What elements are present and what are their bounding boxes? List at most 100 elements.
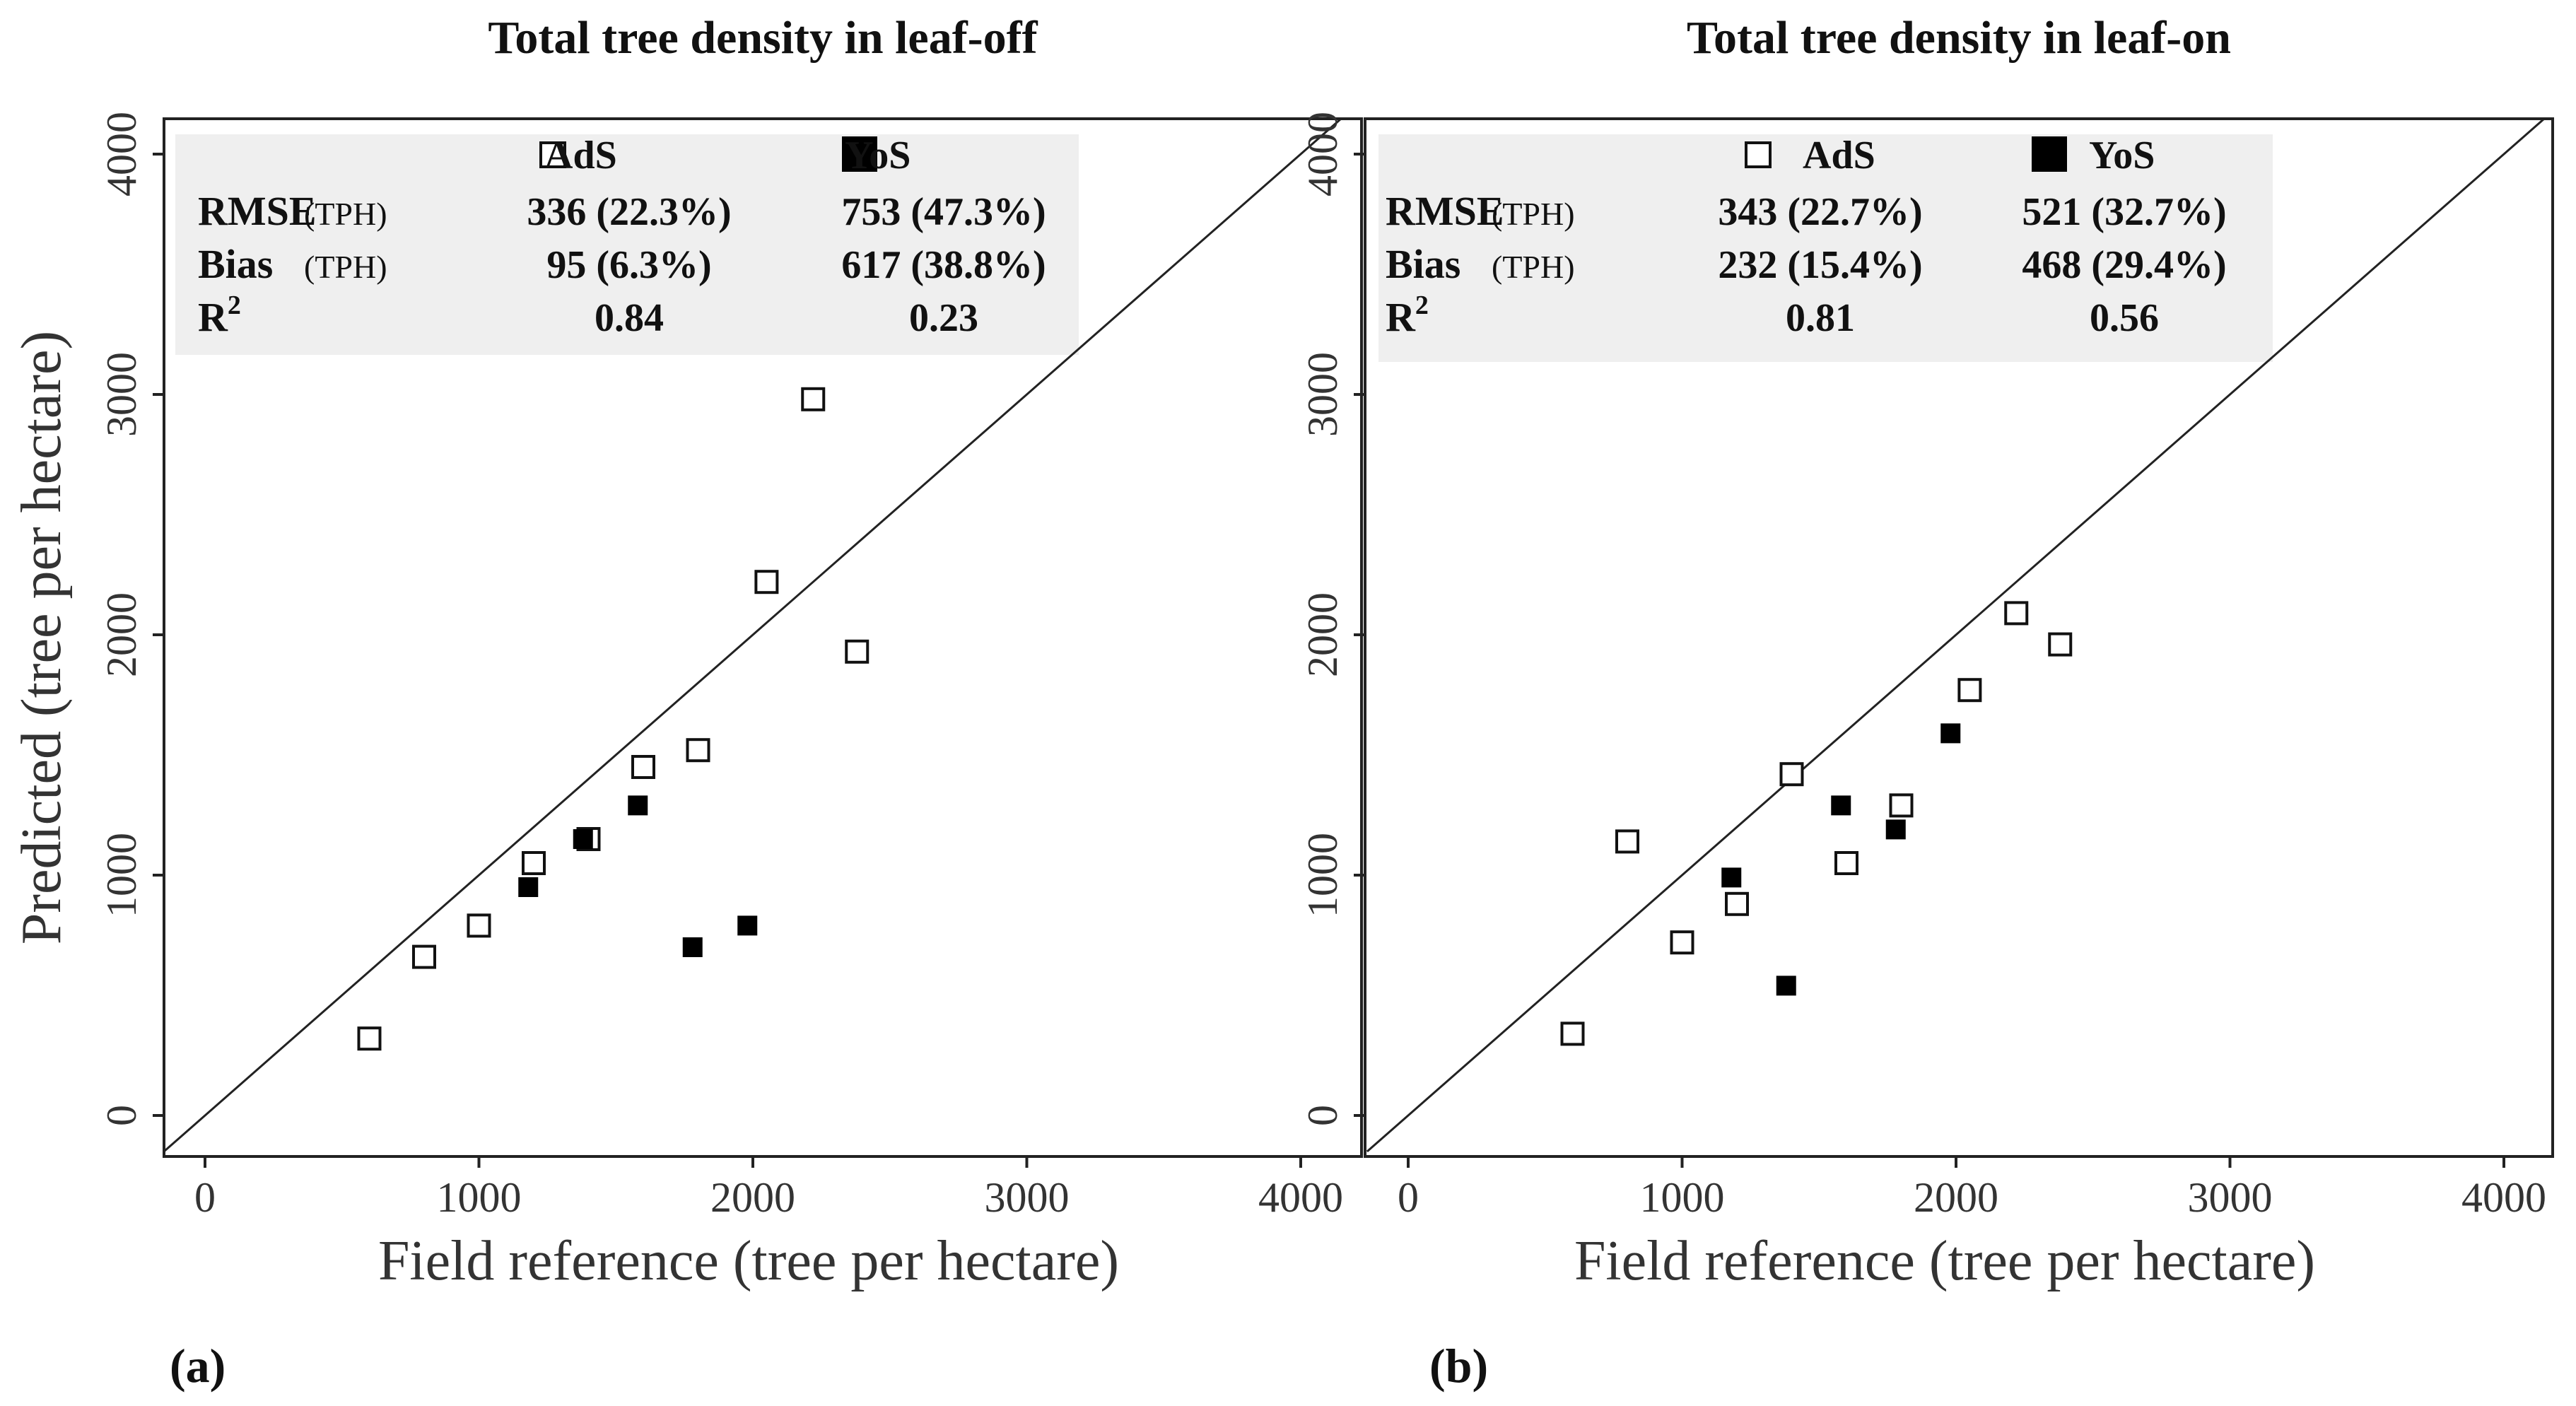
yos-data-point [628, 795, 648, 816]
stat-ads-value: 343 (22.7%) [1718, 190, 1922, 234]
x-tick-label: 1000 [1640, 1174, 1725, 1221]
stat-yos-value: 0.56 [2090, 296, 2159, 340]
legend-yos-marker [2032, 136, 2067, 172]
reference-line-1-1 [1366, 119, 2546, 1153]
ads-data-point [1889, 793, 1914, 818]
panel-label: (b) [1429, 1339, 1488, 1393]
y-tick-label: 0 [1299, 1105, 1346, 1126]
x-axis-label: Field reference (tree per hectare) [378, 1230, 1119, 1292]
stat-label-text: Bias [1386, 241, 1460, 287]
stat-label-text: RMSE [198, 188, 317, 234]
stat-row-unit: (TPH) [304, 249, 387, 285]
x-tick-label: 0 [194, 1174, 216, 1221]
stat-ads-value: 95 (6.3%) [546, 243, 711, 287]
y-axis-label: Predicted (tree per hectare) [11, 331, 73, 944]
x-tick-label: 2000 [1914, 1174, 1998, 1221]
yos-data-point [682, 937, 703, 957]
chart-title: Total tree density in leaf-off [488, 12, 1038, 64]
stat-row-label: RMSE [198, 188, 317, 234]
stat-label-superscript: 2 [228, 291, 241, 320]
yos-data-point [1831, 795, 1851, 816]
stats-box [1378, 134, 2273, 362]
yos-data-point [1721, 867, 1742, 888]
y-tick-label: 1000 [98, 833, 145, 918]
ads-data-point [1834, 851, 1858, 875]
yos-data-point [1776, 976, 1796, 996]
ads-data-point [631, 755, 655, 779]
stat-label-text: Bias [198, 241, 273, 287]
ads-data-point [845, 639, 870, 664]
ads-data-point [1957, 678, 1982, 703]
stat-label-superscript: 2 [1415, 291, 1429, 320]
stat-yos-value: 468 (29.4%) [2022, 243, 2226, 287]
yos-data-point [1940, 723, 1961, 744]
yos-data-point [518, 877, 539, 897]
legend-yos-marker [842, 136, 877, 172]
ads-data-point [522, 851, 546, 875]
panel-b: Total tree density in leaf-on 0 1000 2000 30… [1299, 12, 2554, 1393]
ads-data-point [1560, 1021, 1585, 1046]
x-tick-label: 3000 [985, 1174, 1070, 1221]
stat-ads-value: 0.84 [595, 296, 664, 340]
stat-ads-value: 232 (15.4%) [1718, 243, 1922, 287]
stat-ads-value: 0.81 [1786, 296, 1855, 340]
stat-yos-value: 617 (38.8%) [841, 243, 1046, 287]
x-tick-label: 4000 [1258, 1174, 1343, 1221]
stat-row-unit: (TPH) [1492, 196, 1575, 232]
ads-data-point [2004, 601, 2029, 626]
stat-label-text: RMSE [1386, 188, 1504, 234]
x-tick-label: 3000 [2188, 1174, 2273, 1221]
ads-data-point [754, 570, 779, 594]
ads-data-point [1615, 829, 1639, 854]
x-tick-label: 4000 [2461, 1174, 2546, 1221]
stat-yos-value: 0.23 [909, 296, 978, 340]
stat-label-text: R [1386, 294, 1416, 340]
y-tick-label: 3000 [1299, 352, 1346, 437]
stat-row-label: R2 [1386, 291, 1429, 340]
legend-ads-label: AdS [544, 134, 617, 177]
y-tick-label: 1000 [1299, 833, 1346, 918]
y-tick-label: 4000 [1299, 112, 1346, 197]
yos-data-point [737, 915, 758, 936]
y-tick-label: 0 [98, 1105, 145, 1126]
ads-data-point [1779, 762, 1804, 787]
stat-yos-value: 753 (47.3%) [841, 190, 1046, 234]
x-axis-label: Field reference (tree per hectare) [1574, 1230, 2315, 1292]
legend-ads-label: AdS [1803, 134, 1875, 177]
ads-data-point [467, 913, 491, 938]
stat-row-label: RMSE [1386, 188, 1504, 234]
legend-ads-marker [1745, 141, 1772, 168]
yos-data-point [1885, 819, 1906, 840]
ads-data-point [1725, 891, 1749, 916]
y-tick-label: 4000 [98, 112, 145, 197]
panel-a: Total tree density in leaf-off 0 1000 2000 3… [11, 12, 1363, 1393]
y-tick-label: 3000 [98, 352, 145, 437]
stat-row-unit: (TPH) [304, 196, 387, 232]
y-tick-label: 2000 [98, 592, 145, 677]
ads-data-point [357, 1026, 382, 1051]
plot-frame [1364, 117, 2554, 1158]
x-tick-label: 1000 [437, 1174, 522, 1221]
ads-data-point [801, 387, 826, 411]
stat-yos-value: 521 (32.7%) [2022, 190, 2226, 234]
chart-title: Total tree density in leaf-on [1687, 12, 2231, 64]
legend-yos-label: YoS [845, 134, 911, 177]
x-tick-label: 0 [1398, 1174, 1419, 1221]
y-tick-label: 2000 [1299, 592, 1346, 677]
ads-data-point [412, 944, 436, 969]
legend-ads-marker [539, 141, 566, 168]
plot-frame [163, 117, 1363, 1158]
yos-data-point [573, 829, 593, 849]
stat-row-label: Bias [1386, 241, 1460, 287]
reference-line-1-1 [164, 119, 1343, 1153]
legend-yos-label: YoS [2089, 134, 2155, 177]
x-tick-label: 2000 [710, 1174, 795, 1221]
ads-data-point [1670, 930, 1694, 955]
stat-label-text: R [198, 294, 228, 340]
stats-box [175, 134, 1079, 355]
stat-row-label: R2 [198, 291, 241, 340]
ads-data-point [2048, 632, 2073, 657]
panel-label: (a) [170, 1339, 226, 1393]
stat-row-label: Bias [198, 241, 273, 287]
